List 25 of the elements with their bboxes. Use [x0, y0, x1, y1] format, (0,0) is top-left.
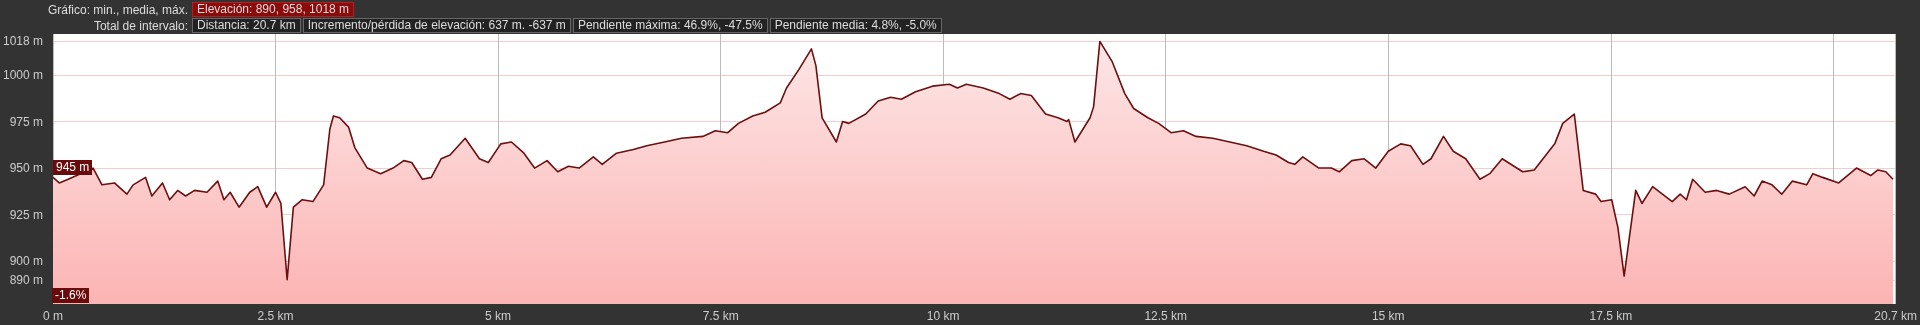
y-tick-label: 950 m: [9, 161, 44, 176]
annotation: 945 m: [53, 160, 93, 176]
x-tick-label: 15 km: [1371, 309, 1405, 323]
text: Pendiente media: 4.8%, -5.0%: [769, 18, 942, 33]
x-tick-label: 17.5 km: [1589, 309, 1633, 323]
x-tick-label: 20.7 km: [1874, 309, 1917, 323]
y-tick-label: 900 m: [9, 254, 44, 269]
y-tick-label: 925 m: [9, 207, 44, 222]
text: Pendiente máxima: 46.9%, -47.5%: [572, 18, 768, 33]
text: Gráfico: min., media, máx.: [46, 2, 189, 17]
text: Total de intervalo:: [92, 18, 189, 33]
x-tick-label: 10 km: [926, 309, 960, 323]
y-tick-label: 975 m: [9, 114, 44, 129]
annotation: -1.6%: [52, 288, 90, 303]
x-tick-label: 7.5 km: [702, 309, 739, 323]
x-tick-label: 12.5 km: [1144, 309, 1188, 323]
text: Elevación: 890, 958, 1018 m: [192, 2, 355, 17]
x-tick-label: 2.5 km: [257, 309, 294, 323]
y-tick-label: 1000 m: [2, 67, 44, 82]
x-tick-label: 0 m: [43, 309, 64, 323]
x-tick-label: 5 km: [485, 309, 512, 323]
y-tick-label: 1018 m: [2, 34, 44, 49]
text: Distancia: 20.7 km: [192, 18, 301, 33]
text: Incremento/pérdida de elevación: 637 m. -637 m: [302, 18, 571, 33]
y-tick-label: 890 m: [9, 272, 44, 287]
